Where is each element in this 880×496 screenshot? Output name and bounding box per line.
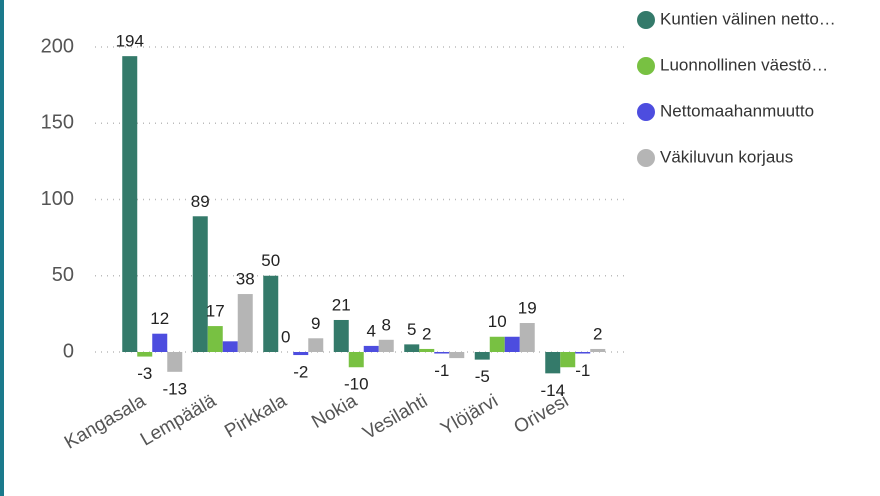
bar	[449, 352, 465, 359]
data-label: 17	[206, 302, 225, 321]
data-label: -10	[344, 375, 369, 394]
x-tick-label: Lempäälä	[137, 390, 220, 450]
bar	[504, 336, 520, 352]
x-tick-label: Vesilahti	[359, 390, 431, 444]
bar	[519, 323, 535, 352]
data-label: 2	[422, 324, 431, 343]
bar	[474, 352, 490, 360]
data-label: -1	[434, 361, 449, 380]
legend-marker	[637, 57, 655, 75]
bar	[560, 352, 576, 368]
data-label: 8	[382, 315, 391, 334]
bar	[152, 333, 168, 352]
data-label: 10	[488, 312, 507, 331]
data-label: 50	[261, 251, 280, 270]
bar	[333, 319, 349, 352]
data-label: 12	[150, 309, 169, 328]
bar	[237, 294, 253, 352]
data-label: 38	[236, 270, 255, 289]
y-tick-label: 200	[41, 35, 74, 57]
x-tick-label: Kangasala	[61, 390, 150, 453]
y-tick-label: 150	[41, 112, 74, 134]
frame-edge	[0, 0, 4, 496]
bar	[192, 216, 208, 352]
bar	[575, 352, 591, 354]
bar	[263, 275, 279, 352]
bar	[590, 348, 606, 352]
bar	[404, 344, 420, 352]
bar	[308, 338, 324, 352]
data-label: -1	[575, 361, 590, 380]
bar	[378, 339, 394, 352]
y-tick-label: 100	[41, 188, 74, 210]
data-label: 0	[281, 327, 290, 346]
data-label: 194	[116, 32, 144, 51]
data-label: 2	[593, 324, 602, 343]
x-tick-label: Nokia	[308, 390, 361, 433]
data-label: 19	[518, 299, 537, 318]
data-label: -14	[540, 381, 565, 400]
legend-marker	[637, 103, 655, 121]
data-label: 4	[367, 321, 376, 340]
legend-label: Kuntien välinen netto…	[660, 9, 836, 28]
data-label: 9	[311, 314, 320, 333]
bar	[434, 352, 450, 354]
legend-label: Väkiluvun korjaus	[660, 147, 793, 166]
y-tick-label: 50	[52, 264, 74, 286]
legend-marker	[637, 149, 655, 167]
legend-label: Luonnollinen väestö…	[660, 55, 828, 74]
bar	[363, 345, 379, 352]
bar	[489, 336, 505, 352]
bar	[207, 326, 223, 352]
bar	[545, 352, 561, 374]
data-label: 5	[407, 320, 416, 339]
bar	[222, 341, 238, 352]
data-label: -5	[475, 367, 490, 386]
data-label: -2	[293, 363, 308, 382]
legend-marker	[637, 11, 655, 29]
data-label: 21	[332, 295, 351, 314]
y-tick-label: 0	[63, 340, 74, 362]
bar	[293, 352, 309, 356]
bar	[137, 352, 153, 357]
bar	[419, 348, 435, 352]
legend-label: Nettomaahanmuutto	[660, 101, 814, 120]
x-tick-label: Ylöjärvi	[437, 390, 501, 439]
x-tick-label: Pirkkala	[221, 390, 290, 442]
data-label: -3	[137, 364, 152, 383]
bar	[348, 352, 364, 368]
data-label: -13	[162, 379, 187, 398]
data-label: 89	[191, 192, 210, 211]
bar	[122, 56, 138, 353]
bar	[167, 352, 183, 372]
